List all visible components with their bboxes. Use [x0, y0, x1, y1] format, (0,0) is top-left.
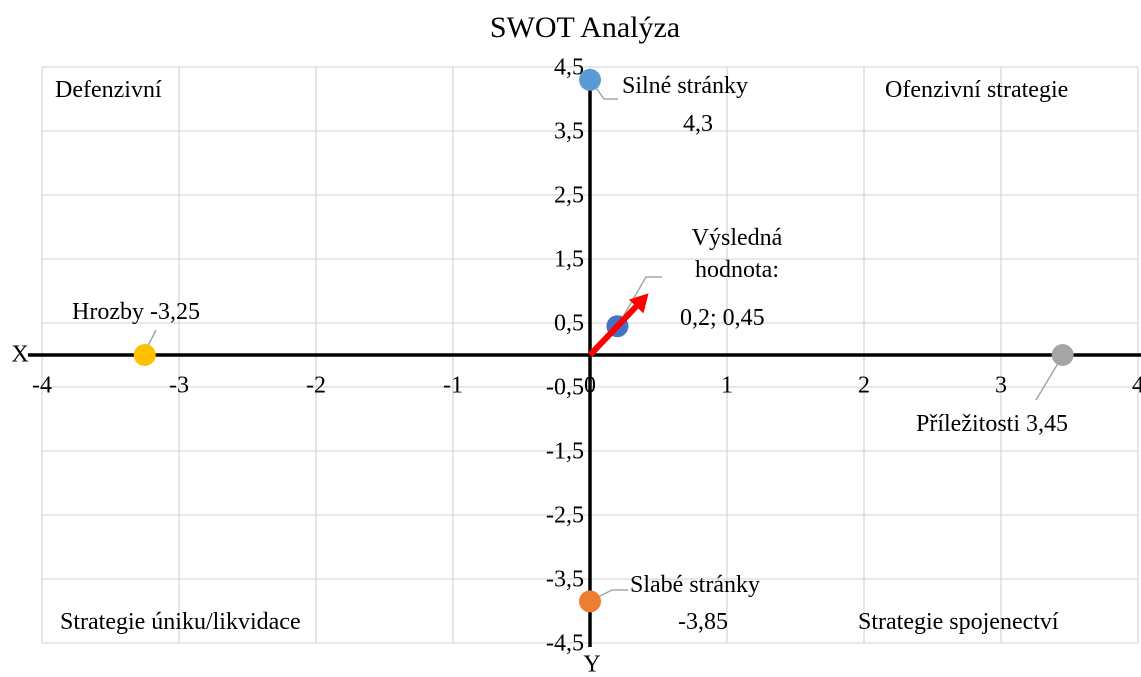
y-tick-label: -4,5	[546, 631, 584, 657]
x-tick-label: 4	[1132, 373, 1141, 399]
y-tick-label: 2,5	[554, 183, 584, 209]
data-label-value: -3,25	[149, 299, 200, 325]
y-tick-label: -3,5	[546, 567, 584, 593]
data-label: Výsledná hodnota:	[691, 225, 783, 283]
point	[579, 68, 601, 91]
x-tick-label: 2	[858, 373, 870, 399]
point	[579, 590, 601, 613]
x-tick-label: -2	[306, 373, 326, 399]
y-tick-label: 0,5	[554, 311, 584, 337]
chart-title: SWOT Analýza	[490, 11, 680, 44]
data-label: Příležitosti 3,45	[916, 408, 1068, 440]
y-tick-label: -0,5	[546, 375, 584, 401]
y-tick-label: -2,5	[546, 503, 584, 529]
data-label: -3,85	[678, 609, 728, 635]
x-tick-label: -4	[32, 373, 52, 399]
quadrant-label: Defenzivní	[55, 77, 162, 103]
x-tick-label: 3	[995, 373, 1007, 399]
leader-line	[1035, 359, 1061, 401]
y-tick-label: -1,5	[546, 439, 584, 465]
y-tick-label: 3,5	[554, 119, 584, 145]
quadrant-label: Strategie spojenectví	[858, 609, 1059, 635]
x-tick-label: 0	[584, 373, 596, 399]
x-axis-label: X	[11, 342, 28, 368]
data-label-value: 3,45	[1026, 411, 1068, 437]
x-tick-label: -3	[169, 373, 189, 399]
y-tick-label: 1,5	[554, 247, 584, 273]
y-axis-label: Y	[583, 652, 600, 677]
data-label: 4,3	[683, 111, 713, 137]
data-label-name: Hrozby	[72, 299, 144, 325]
data-label-name: Příležitosti	[916, 411, 1020, 437]
data-label: Hrozby -3,25	[72, 296, 200, 328]
result-arrow-head	[628, 293, 649, 314]
point	[133, 344, 156, 366]
point	[1051, 344, 1074, 366]
leader-line	[619, 276, 662, 323]
data-label: Slabé stránky	[630, 572, 760, 598]
x-tick-label: 1	[721, 373, 733, 399]
result-arrow-shaft	[587, 304, 639, 358]
quadrant-label: Strategie úniku/likvidace	[60, 609, 301, 635]
quadrant-label: Ofenzivní strategie	[885, 77, 1069, 103]
data-label: Silné stránky	[622, 73, 748, 99]
x-tick-label: -1	[443, 373, 463, 399]
y-tick-label: 4,5	[554, 55, 584, 81]
data-label: 0,2; 0,45	[680, 305, 765, 331]
